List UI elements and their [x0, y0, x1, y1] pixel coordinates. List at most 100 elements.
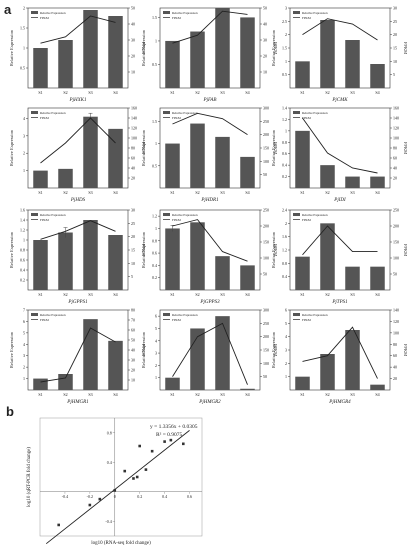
y2-tick-label: 50 [263, 272, 267, 277]
bar-S2 [190, 328, 205, 390]
bar-S2 [58, 232, 73, 290]
x-tick-label: 0 [114, 494, 116, 499]
y2-axis-label: FPKM [141, 42, 146, 54]
y-tick-label: 1.2 [282, 248, 287, 253]
bar-panel-PjTPS1: 0.4 0.8 1.2 1.6 2 2.4 50 100 150 200 250 Relative E… [271, 208, 408, 306]
bar-S1 [165, 377, 180, 390]
y-tick-label: 0.5 [20, 66, 25, 71]
bar-S1 [33, 240, 48, 290]
legend-label-bar: Relative Expression [302, 11, 328, 15]
fpkm-line [40, 117, 116, 164]
y2-tick-label: 300 [263, 308, 269, 313]
bar-S2 [190, 222, 205, 290]
y2-tick-label: 200 [393, 224, 399, 229]
y-tick-label: 0.4 [107, 460, 112, 465]
bar-S1 [165, 228, 180, 290]
bar-S3 [215, 316, 230, 390]
bar-S1 [165, 40, 180, 88]
y-tick-label: 0.8 [20, 248, 25, 253]
y2-tick-label: 100 [131, 136, 137, 141]
fpkm-line [40, 15, 116, 44]
y2-tick-label: 200 [263, 132, 269, 137]
y2-tick-label: 140 [393, 308, 399, 313]
x-tick-label: S2 [325, 190, 329, 195]
y2-tick-label: 20 [393, 176, 397, 181]
y-tick-label: 1.2 [282, 117, 287, 122]
scatter-panel: -0.4 -0.2 0 0.2 0.4 0.6 -0.4 0.4 0.8 y = 1.3356x … [27, 417, 203, 546]
y2-tick-label: 20 [131, 368, 135, 373]
bar-S2 [320, 165, 335, 188]
y2-tick-label: 80 [393, 342, 397, 347]
y-tick-label: 0.6 [20, 258, 25, 263]
x-tick-label: S3 [350, 190, 354, 195]
legend-label-bar: Relative Expression [302, 111, 328, 115]
legend-label-bar: Relative Expression [302, 313, 328, 317]
x-tick-label: S2 [63, 292, 67, 297]
y2-tick-label: 20 [393, 32, 397, 37]
y2-tick-label: 30 [393, 6, 397, 11]
x-tick-label: S4 [113, 292, 117, 297]
y-tick-label: 0.4 [152, 263, 157, 268]
bar-panel-PjCMK: 0.5 1 1.5 2 2.5 3 5 10 15 20 25 30 Relative Expressi… [271, 6, 408, 104]
y2-axis-label: FPKM [403, 42, 408, 54]
y2-tick-label: 300 [263, 106, 269, 111]
bar-S4 [240, 265, 255, 290]
y2-tick-label: 200 [263, 334, 269, 339]
gene-name: PjGPPS1 [67, 300, 87, 305]
y2-tick-label: 140 [131, 116, 137, 121]
data-point [138, 444, 141, 448]
y-axis-label: log10 (qRT-PCR fold change) [27, 447, 32, 507]
y-tick-label: 4 [23, 342, 25, 347]
y-axis-label: Relative Expression [9, 231, 14, 268]
x-tick-label: S2 [63, 392, 67, 397]
bar-S1 [33, 48, 48, 88]
y2-tick-label: 10 [131, 378, 135, 383]
fit-line [45, 430, 190, 545]
y-tick-label: 0.4 [282, 163, 287, 168]
y-tick-label: 6 [23, 319, 25, 324]
bar-S4 [108, 235, 123, 290]
y2-tick-label: 140 [393, 116, 399, 121]
bar-panel-PjGPPS1: 0.2 0.4 0.6 0.8 1 1.2 1.4 1.6 5 10 15 20 25 30 Relativ… [9, 208, 146, 306]
y2-tick-label: 120 [131, 126, 137, 131]
x-tick-label: S4 [375, 90, 379, 95]
y2-tick-label: 50 [393, 272, 397, 277]
y-tick-label: 0.4 [20, 268, 25, 273]
y-axis-label: Relative Expression [271, 129, 276, 166]
bar-S3 [83, 116, 98, 188]
y2-tick-label: 20 [131, 54, 135, 59]
y-tick-label: 0.6 [282, 151, 287, 156]
y-tick-label: 0.8 [152, 238, 157, 243]
y2-tick-label: 40 [393, 365, 397, 370]
y2-tick-label: 150 [263, 348, 269, 353]
gene-name: PjGPPS3 [199, 300, 220, 305]
y-axis-label: Relative Expression [141, 231, 146, 268]
y2-tick-label: 60 [393, 353, 397, 358]
y2-axis-label: FPKM [141, 142, 146, 154]
data-point [163, 440, 166, 443]
x-tick-label: S4 [113, 190, 117, 195]
y-axis-label: Relative Expression [9, 29, 14, 66]
y2-tick-label: 160 [393, 106, 399, 111]
y-axis-label: Relative Expression [271, 331, 276, 368]
y2-tick-label: 40 [131, 348, 135, 353]
bar-S3 [83, 10, 98, 88]
x-tick-label: S2 [63, 190, 67, 195]
legend-swatch-bar [293, 11, 300, 14]
bar-S1 [33, 170, 48, 188]
y2-tick-label: 150 [263, 240, 269, 245]
y-tick-label: 5 [155, 326, 157, 331]
legend-swatch-bar [163, 313, 170, 316]
y-tick-label: 1 [285, 374, 287, 379]
x-tick-label: S4 [245, 292, 249, 297]
x-tick-label: S3 [220, 190, 224, 195]
y2-tick-label: 250 [263, 321, 269, 326]
legend-swatch-bar [31, 213, 38, 216]
y-tick-label: 1.2 [152, 214, 157, 219]
y2-tick-label: 150 [263, 146, 269, 151]
bar-S4 [240, 17, 255, 88]
legend-label-bar: Relative Expression [40, 11, 66, 15]
bar-S4 [370, 176, 385, 188]
bar-S4 [370, 64, 385, 88]
x-tick-label: S4 [113, 90, 117, 95]
